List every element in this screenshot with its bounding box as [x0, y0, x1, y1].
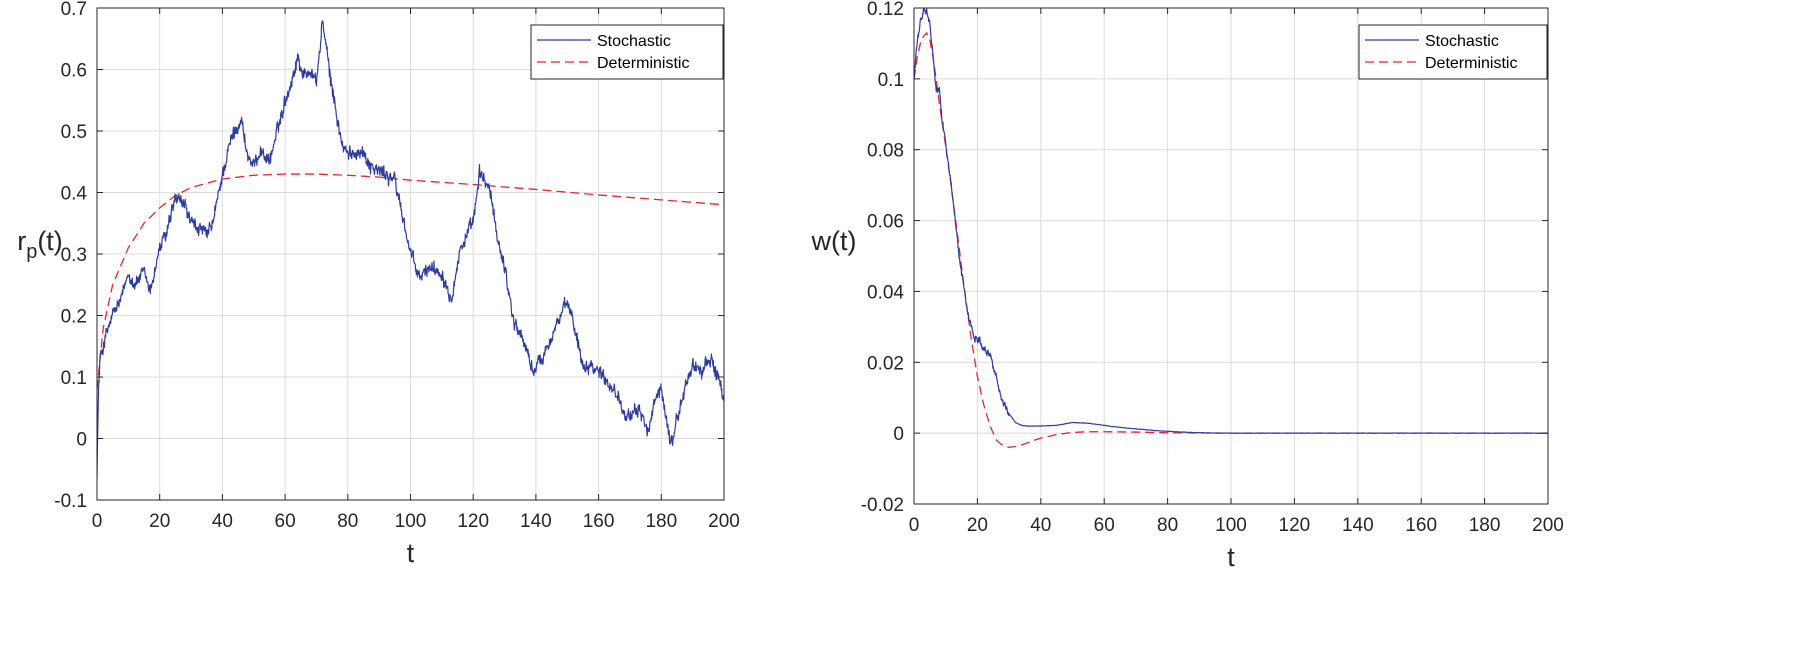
legend-box	[530, 24, 724, 80]
y-tick-label: 0	[893, 424, 904, 445]
y-tick-label: 0.2	[61, 307, 87, 328]
y-axis-label-main: r	[17, 226, 26, 256]
plot-area	[914, 8, 1548, 448]
x-axis-label: t	[407, 538, 415, 568]
x-tick-label: 60	[1094, 515, 1115, 536]
y-tick-label: 0.04	[867, 282, 904, 303]
tick-marks	[96, 7, 725, 501]
legend: Stochastic Deterministic	[530, 24, 724, 80]
x-tick-label: 20	[149, 511, 170, 532]
x-tick-label: 200	[1532, 515, 1564, 536]
y-axis-label: w(t)	[811, 226, 857, 256]
legend-label-deterministic: Deterministic	[1425, 55, 1517, 72]
chart-rp: 0 20 40 60 80 100 120 140 160 180 200 -0.100.10.20…	[17, 0, 740, 568]
y-tick-label: 0.08	[867, 141, 904, 162]
x-tick-labels: 0 20 40 60 80 100 120 140 160 180 200	[92, 511, 740, 532]
x-tick-label: 60	[275, 511, 296, 532]
series-line-stochastic	[97, 20, 724, 477]
y-tick-label: 0.6	[61, 61, 87, 82]
x-tick-label: 0	[909, 515, 920, 536]
x-tick-label: 100	[395, 511, 427, 532]
y-tick-label: 0.5	[61, 122, 87, 143]
legend: Stochastic Deterministic	[1358, 24, 1548, 80]
y-tick-label: 0.1	[878, 70, 904, 91]
legend-box	[1358, 24, 1548, 80]
x-tick-label: 160	[583, 511, 615, 532]
x-tick-label: 100	[1215, 515, 1247, 536]
x-tick-label: 120	[1279, 515, 1311, 536]
x-tick-label: 140	[520, 511, 552, 532]
y-tick-label: 0	[76, 430, 87, 451]
x-axis-label: t	[1227, 542, 1235, 572]
legend-label-stochastic: Stochastic	[1425, 33, 1499, 50]
y-tick-label: 0.12	[867, 0, 904, 20]
plot-area	[97, 20, 724, 477]
legend-label-stochastic: Stochastic	[597, 33, 671, 50]
y-tick-labels: -0.02 0 0.02 0.04 0.06 0.08 0.1 0.12	[861, 0, 905, 516]
x-tick-label: 20	[967, 515, 988, 536]
y-tick-label: 0.4	[61, 184, 88, 205]
y-tick-label: 0.02	[867, 353, 904, 374]
y-tick-label: -0.02	[861, 495, 904, 516]
legend-label-deterministic: Deterministic	[597, 55, 689, 72]
x-tick-label: 160	[1405, 515, 1437, 536]
x-tick-label: 40	[1030, 515, 1051, 536]
y-tick-label: 0.7	[61, 0, 87, 20]
x-tick-label: 0	[92, 511, 103, 532]
series-line-deterministic	[97, 173, 724, 390]
chart-w: 0 20 40 60 80 100 120 140 160 180 200 -0.0200.020.…	[811, 0, 1564, 572]
y-axis-label-suffix: (t)	[37, 226, 62, 256]
x-tick-label: 80	[337, 511, 358, 532]
y-tick-label: 0.1	[61, 368, 87, 389]
y-axis-label: rp(t)	[17, 226, 63, 263]
series-line-stochastic	[914, 8, 1548, 435]
x-tick-label: 180	[645, 511, 677, 532]
x-tick-label: 200	[708, 511, 740, 532]
y-tick-label: 0.3	[61, 245, 87, 266]
y-tick-label: 0.06	[867, 212, 904, 233]
y-axis-label-main: w(t)	[811, 226, 857, 256]
y-axis-label-subscript: p	[26, 241, 37, 263]
x-tick-labels: 0 20 40 60 80 100 120 140 160 180 200	[909, 515, 1564, 536]
x-tick-label: 80	[1157, 515, 1178, 536]
x-tick-label: 180	[1469, 515, 1501, 536]
y-tick-label: -0.1	[54, 491, 87, 512]
y-tick-labels: -0.1 0 0.1 0.2 0.3 0.4 0.5 0.6 0.7	[54, 0, 87, 512]
x-tick-label: 140	[1342, 515, 1374, 536]
x-tick-label: 40	[212, 511, 233, 532]
x-tick-label: 120	[457, 511, 489, 532]
